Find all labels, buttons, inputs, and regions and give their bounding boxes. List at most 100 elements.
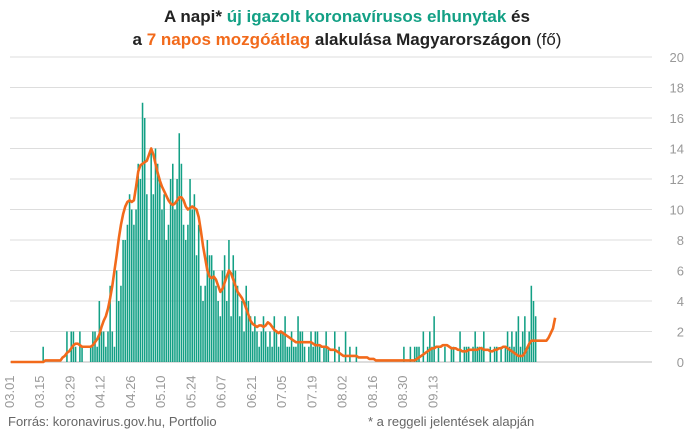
bar xyxy=(223,255,226,362)
bar xyxy=(273,316,276,362)
bar xyxy=(236,285,239,362)
x-tick-label: 09.13 xyxy=(425,375,440,408)
bar xyxy=(429,331,431,362)
bar xyxy=(156,163,159,362)
y-tick-label: 6 xyxy=(677,264,684,279)
bar xyxy=(534,316,537,362)
bar xyxy=(109,285,111,362)
bar xyxy=(143,118,146,362)
bar xyxy=(416,346,418,362)
bar xyxy=(251,331,254,362)
bar xyxy=(120,285,122,362)
bar xyxy=(152,194,155,362)
x-tick-label: 06.21 xyxy=(244,375,259,408)
bar xyxy=(96,346,98,362)
bar xyxy=(172,163,174,362)
y-tick-label: 18 xyxy=(670,81,684,96)
bar xyxy=(431,346,433,362)
bar xyxy=(521,331,524,362)
bar xyxy=(467,346,470,362)
bar xyxy=(344,331,347,362)
bar xyxy=(524,316,526,362)
bar xyxy=(139,179,142,362)
bar xyxy=(66,331,68,362)
bar xyxy=(150,148,152,362)
bar xyxy=(310,331,312,362)
x-tick-label: 07.05 xyxy=(274,375,289,408)
bar xyxy=(334,331,336,362)
title-conjunction: és xyxy=(506,7,530,26)
y-tick-label: 10 xyxy=(670,203,684,218)
bar xyxy=(245,285,247,362)
bar xyxy=(489,346,492,362)
bar xyxy=(169,179,172,362)
chart-title-line-2: a 7 napos mozgóátlag alakulása Magyarors… xyxy=(0,29,694,51)
bar xyxy=(107,331,109,362)
bar xyxy=(238,316,241,362)
bar xyxy=(286,346,289,362)
bar xyxy=(316,331,319,362)
bar xyxy=(426,346,429,362)
bar xyxy=(213,270,215,362)
x-tick-label: 05.24 xyxy=(183,375,198,408)
bar xyxy=(511,331,513,362)
bar xyxy=(355,346,358,362)
y-tick-label: 14 xyxy=(670,142,684,157)
bar xyxy=(504,346,507,362)
bar xyxy=(422,331,425,362)
x-tick-label: 03.29 xyxy=(63,375,78,408)
bar xyxy=(297,316,299,362)
bar xyxy=(409,346,412,362)
bar xyxy=(459,331,461,362)
source-note: Forrás: koronavirus.gov.hu, Portfolio xyxy=(8,414,217,429)
bar xyxy=(234,270,237,362)
bar xyxy=(530,285,533,362)
bar xyxy=(215,285,217,362)
footnote: * a reggeli jelentések alapján xyxy=(368,414,535,429)
y-tick-label: 8 xyxy=(677,233,684,248)
x-tick-label: 03.01 xyxy=(2,375,17,408)
bar xyxy=(403,346,405,362)
bar xyxy=(189,179,191,362)
bar xyxy=(193,194,196,362)
title-prefix: A napi* xyxy=(164,7,227,26)
bar xyxy=(226,301,228,362)
bar xyxy=(493,346,496,362)
bar xyxy=(148,240,150,362)
x-tick-label: 08.30 xyxy=(395,375,410,408)
bar xyxy=(206,240,209,362)
bar xyxy=(282,331,284,362)
bar xyxy=(254,316,256,362)
bar xyxy=(94,331,96,362)
bar xyxy=(476,346,479,362)
title-suffix: alakulása Magyarországon xyxy=(310,30,536,49)
bar xyxy=(264,331,267,362)
bar xyxy=(42,346,44,362)
bar xyxy=(100,331,103,362)
bar xyxy=(465,346,468,362)
bar xyxy=(141,102,144,362)
bar xyxy=(260,331,263,362)
x-tick-label: 08.16 xyxy=(365,375,380,408)
x-tick-label: 05.10 xyxy=(153,375,168,408)
bar xyxy=(191,209,193,362)
x-axis-labels: 03.01 03.15 03.29 04.12 04.26 05.10 05.24 06.07… xyxy=(2,375,440,408)
bar xyxy=(349,346,351,362)
bar xyxy=(178,133,181,362)
bar xyxy=(327,346,330,362)
bar xyxy=(126,224,129,362)
bar xyxy=(102,331,105,362)
bar xyxy=(292,346,295,362)
bar xyxy=(197,224,200,362)
bar xyxy=(89,346,92,362)
x-tick-label: 07.19 xyxy=(304,375,319,408)
bar xyxy=(111,331,114,362)
title-moving-average-highlight: 7 napos mozgóátlag xyxy=(146,30,311,49)
bar xyxy=(159,179,161,362)
bar xyxy=(277,346,280,362)
bar xyxy=(163,194,165,362)
x-tick-label: 03.15 xyxy=(32,375,47,408)
bar xyxy=(137,163,139,362)
bar xyxy=(247,301,250,362)
bar xyxy=(472,346,474,362)
